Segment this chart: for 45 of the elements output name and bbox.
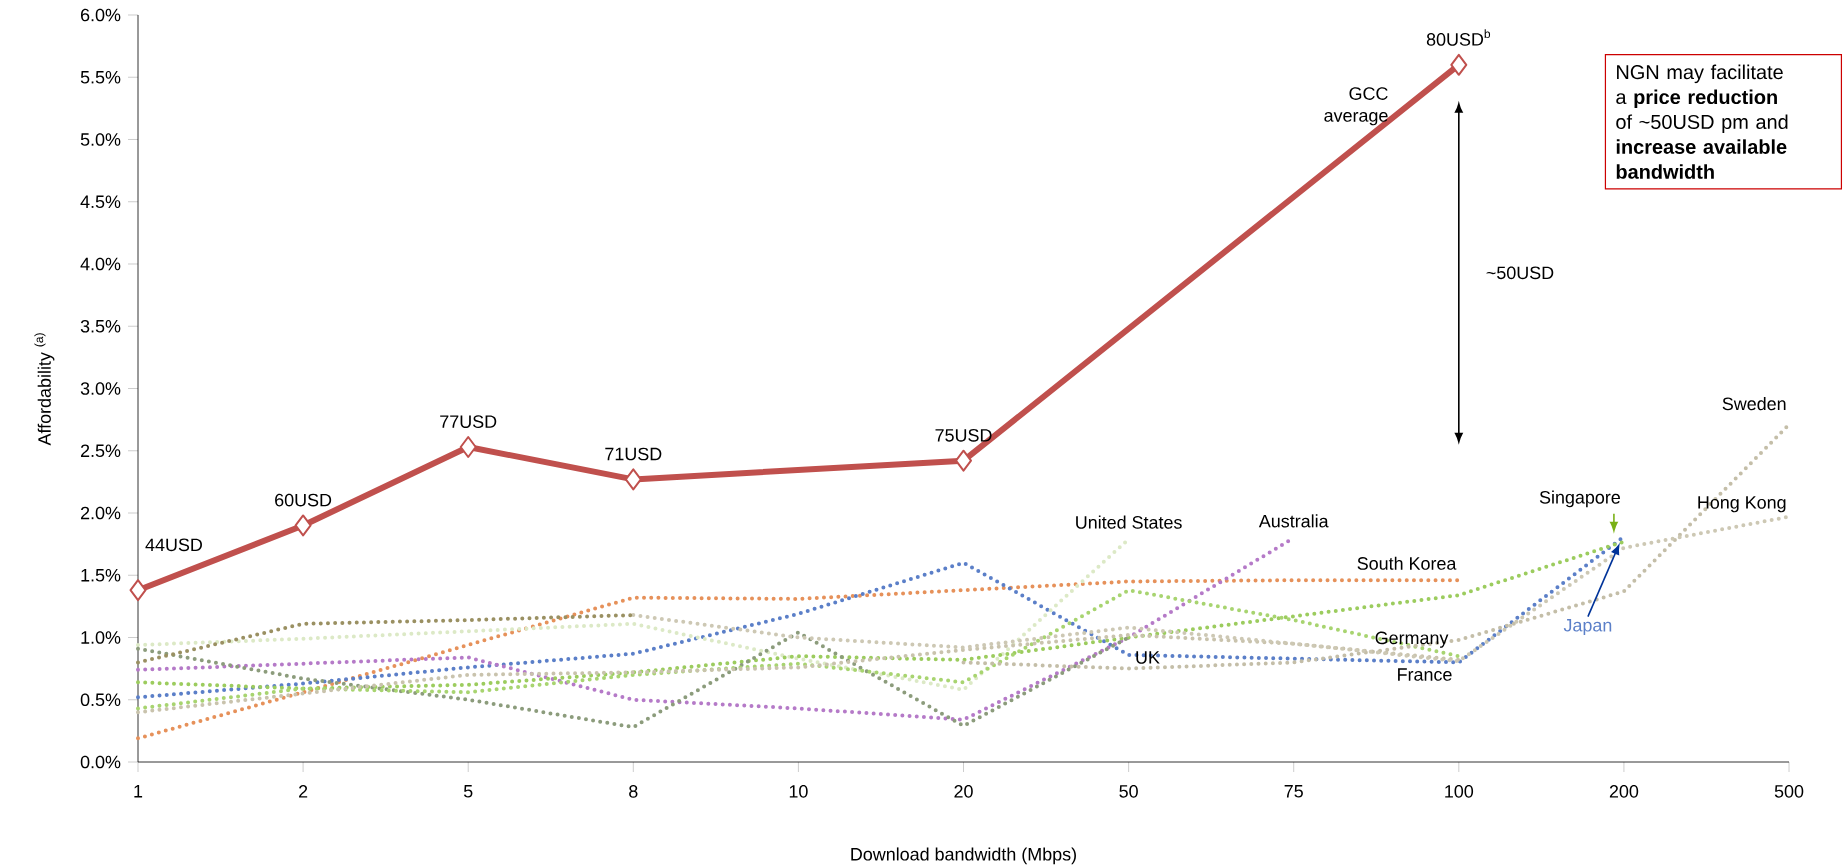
y-tick-label: 2.5%: [81, 444, 121, 458]
annotation: NGN may facilitate a price reduction of ~50USD pm and increase available bandwidth: [1616, 64, 1788, 179]
annotation: ~50USD: [1486, 266, 1554, 280]
annotation: 71USD: [605, 447, 662, 461]
x-tick-label: 200: [1609, 785, 1639, 798]
x-tick-label: 1: [134, 785, 143, 798]
x-tick-label: 2: [299, 785, 308, 798]
annotation: 60USD: [275, 493, 332, 507]
y-tick-label: 6.0%: [81, 8, 121, 22]
x-axis-title: Download bandwidth (Mbps): [851, 847, 1076, 865]
series-label: France: [1398, 668, 1452, 681]
series-label: Singapore: [1539, 490, 1620, 508]
annotation: 75USD: [935, 428, 992, 442]
series-label: Australia: [1258, 514, 1329, 528]
series-label: Sweden: [1722, 397, 1786, 411]
annotation: 77USD: [440, 415, 497, 428]
x-tick-label: 20: [954, 785, 973, 798]
series-label: GCC average: [1324, 87, 1388, 126]
series-label: Germany: [1375, 631, 1449, 648]
y-tick-label: 5.5%: [80, 70, 121, 84]
annotation: 80USD$^{b}$: [1426, 29, 1491, 46]
series-label: UK: [1136, 651, 1160, 664]
x-tick-label: 50: [1119, 785, 1138, 798]
y-tick-label: 4.0%: [80, 257, 121, 271]
y-tick-label: 1.5%: [81, 568, 121, 582]
series-label: South Korea: [1357, 556, 1457, 570]
y-tick-label: 4.5%: [80, 195, 121, 209]
y-axis-title: Affordability $^{(a)}$: [34, 333, 55, 446]
x-tick-label: 10: [789, 785, 808, 798]
y-tick-label: 3.0%: [80, 382, 121, 395]
y-tick-label: 0.0%: [80, 755, 121, 769]
x-tick-label: 75: [1284, 785, 1303, 798]
annotation: 44USD: [145, 538, 202, 552]
y-tick-label: 0.5%: [80, 693, 121, 707]
series-label: Japan: [1563, 619, 1612, 636]
y-tick-label: 1.0%: [81, 631, 121, 644]
y-tick-label: 5.0%: [80, 133, 121, 146]
y-tick-label: 3.5%: [80, 319, 121, 333]
x-tick-label: 5: [463, 785, 473, 798]
x-tick-label: 8: [629, 785, 638, 798]
series-label: United States: [1076, 515, 1182, 529]
y-tick-label: 2.0%: [81, 506, 121, 520]
x-tick-label: 500: [1774, 785, 1804, 798]
series-label: Hong Kong: [1698, 496, 1786, 513]
x-tick-label: 100: [1445, 785, 1474, 798]
